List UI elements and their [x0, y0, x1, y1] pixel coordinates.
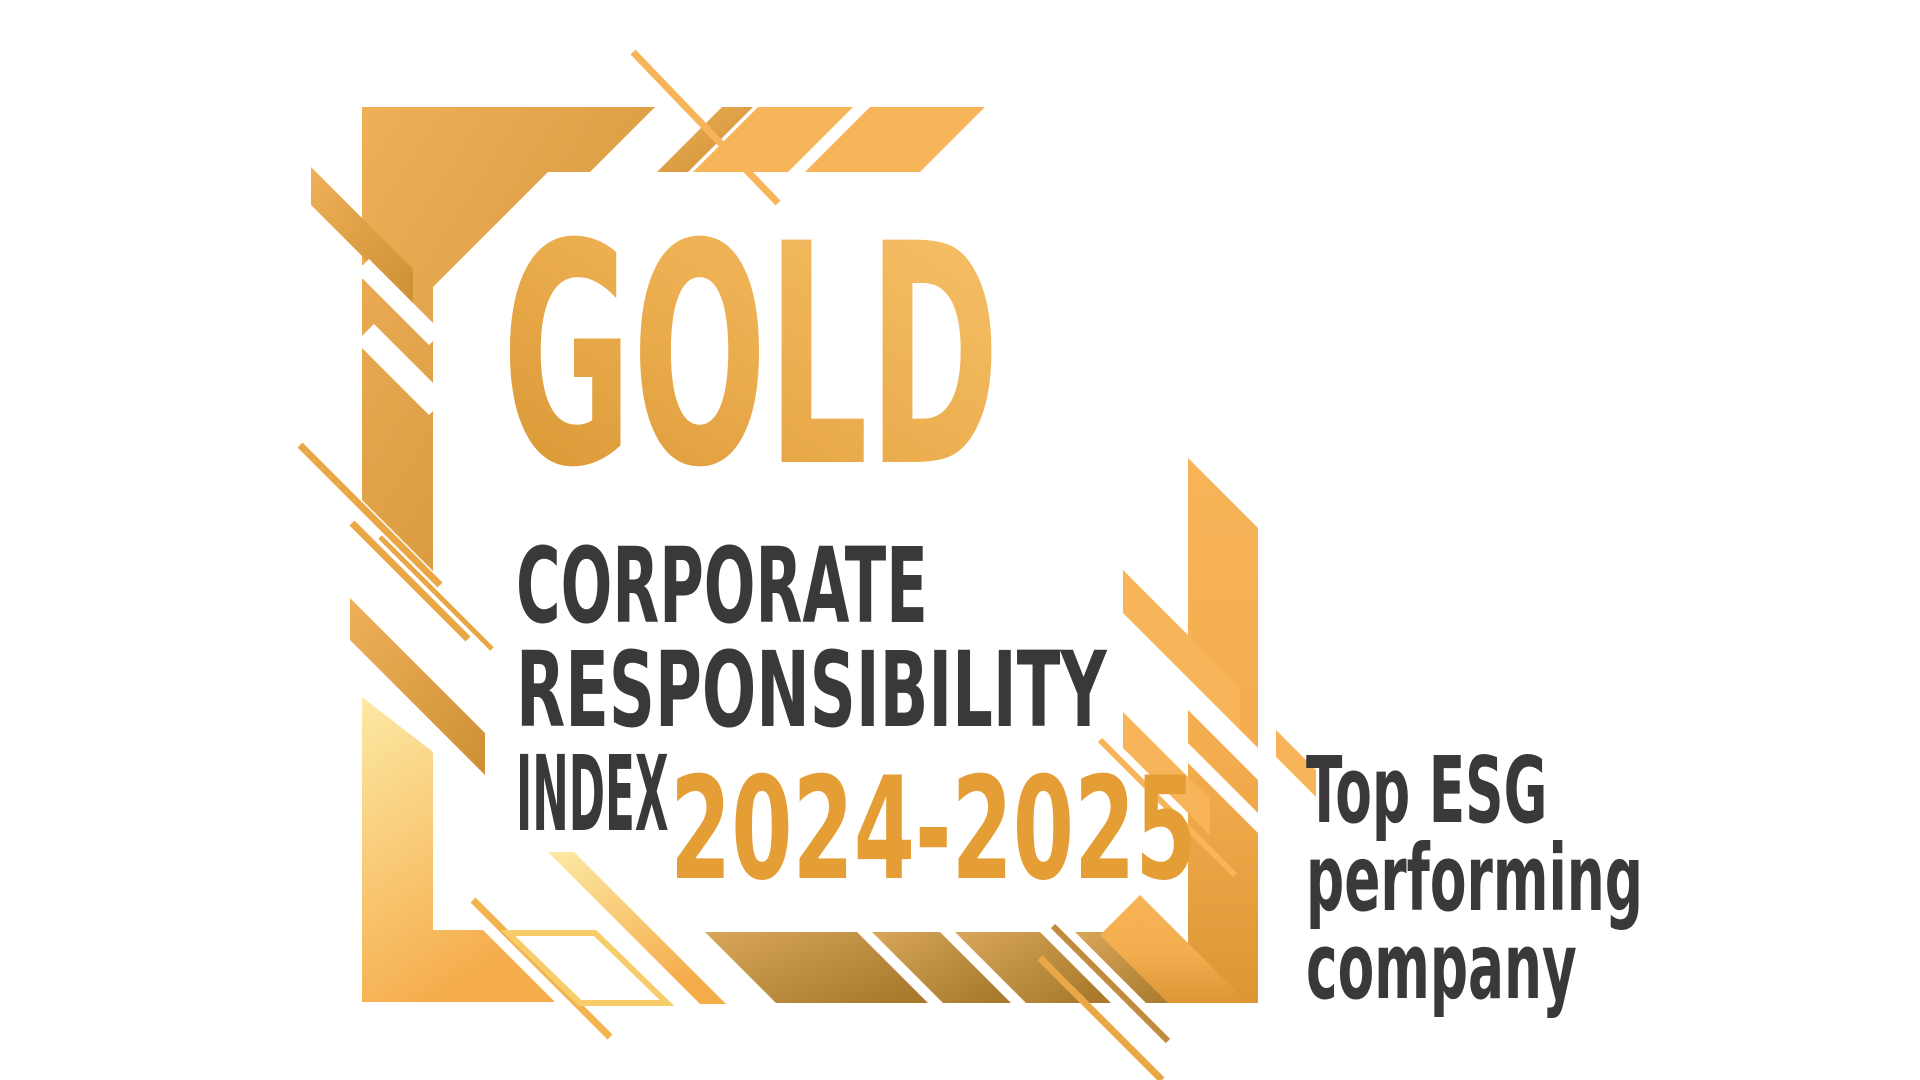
bottom-bar-segment [872, 932, 1011, 1003]
slash-gap [1100, 655, 1330, 905]
title-line-3: INDEX [516, 734, 669, 855]
badge-text: GOLD CORPORATE RESPONSIBILITY INDEX 2024… [502, 180, 1643, 1020]
diagonal-accent-line [630, 49, 781, 206]
frame-bottom-right-wing [1100, 895, 1248, 1003]
frame-bottom-left-corner [362, 697, 555, 1002]
slash-gap [356, 324, 447, 415]
top-bar-slash-segment [805, 107, 985, 172]
tagline-line-2: performing [1306, 824, 1643, 932]
diagonal-stripe [1123, 712, 1210, 835]
tagline-line-1: Top ESG [1306, 736, 1547, 844]
step-piece [1276, 730, 1316, 797]
bottom-bar-segment [705, 932, 928, 1003]
slash-gap [356, 259, 442, 345]
frame-top-left-corner [362, 107, 655, 571]
diagonal-accent-line [378, 535, 494, 651]
diagonal-stripe [548, 852, 726, 1004]
title-line-2: RESPONSIBILITY [516, 631, 1108, 751]
diagonal-accent-line [297, 442, 443, 588]
period-text: 2024-2025 [670, 746, 1197, 912]
title-line-1: CORPORATE [516, 527, 928, 648]
diagonal-stripe [350, 598, 485, 775]
diagonal-accent-line [349, 520, 471, 642]
award-level-text: GOLD [502, 180, 1000, 535]
diagonal-stripe [311, 167, 413, 307]
diagonal-accent-line [1037, 955, 1165, 1080]
tagline-line-3: company [1306, 912, 1577, 1020]
frame-decoration [297, 49, 1330, 1080]
diagonal-accent-line [1097, 737, 1238, 878]
top-bar-slash-segment [657, 107, 753, 172]
outlined-parallelogram [500, 930, 675, 1006]
diagonal-accent-line [1050, 923, 1171, 1044]
slash-gap [1100, 590, 1330, 852]
